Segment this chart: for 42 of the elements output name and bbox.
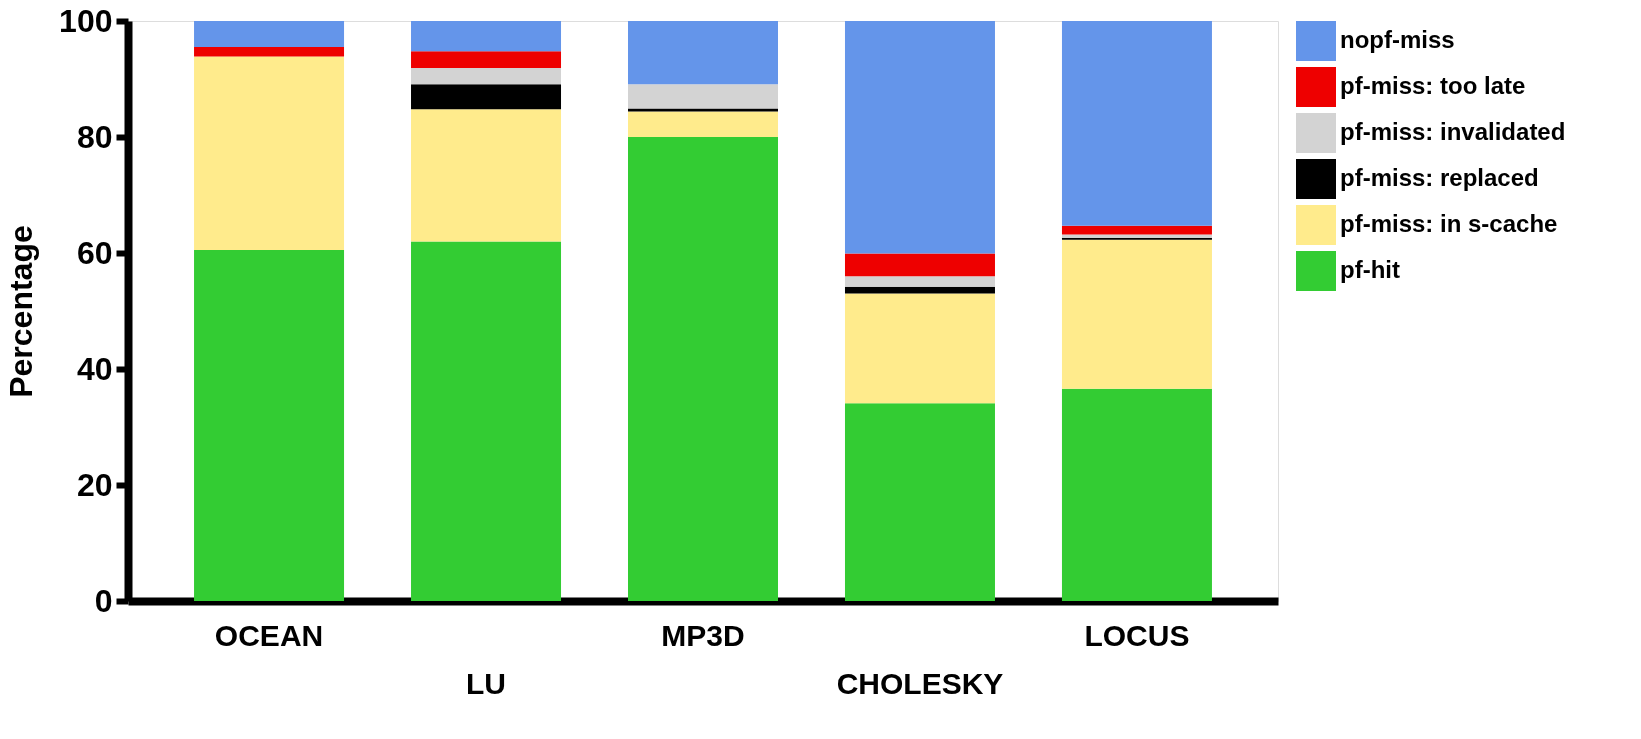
bar (1061, 21, 1212, 226)
bar (844, 403, 995, 601)
y-tick-label: 0 (94, 582, 113, 619)
bar (1061, 388, 1212, 601)
x-tick-label: LOCUS (1084, 618, 1190, 652)
bar (194, 56, 345, 251)
bar (844, 21, 995, 254)
y-tick-label: 60 (76, 234, 113, 271)
bar (628, 111, 778, 137)
y-tick-label: 80 (76, 118, 113, 155)
y-tick-label: 100 (59, 2, 113, 39)
x-tick-label: CHOLESKY (836, 666, 1004, 700)
bar (628, 84, 778, 109)
bar (1061, 225, 1212, 235)
bar (194, 250, 345, 601)
legend-label: pf-miss: too late (1340, 72, 1526, 99)
bar (844, 293, 995, 404)
bar (411, 21, 562, 52)
bar (411, 51, 562, 68)
legend-label: pf-miss: replaced (1340, 164, 1539, 191)
bar (628, 21, 778, 85)
bar (411, 109, 562, 242)
bar (411, 241, 562, 601)
bar (194, 21, 345, 48)
bar (628, 137, 778, 601)
legend-label: pf-hit (1340, 256, 1400, 283)
y-tick-label: 20 (76, 466, 113, 503)
legend-label: pf-miss: invalidated (1340, 118, 1566, 145)
x-tick-label: MP3D (661, 618, 745, 652)
bar (411, 84, 562, 110)
y-tick-label: 40 (76, 350, 113, 387)
legend-label: pf-miss: in s-cache (1340, 210, 1558, 237)
x-tick-label: OCEAN (214, 618, 324, 652)
bar (844, 286, 995, 294)
bar (844, 276, 995, 287)
bar (411, 67, 562, 85)
bar (1061, 239, 1212, 389)
x-tick-label: LU (466, 666, 507, 700)
bar (194, 47, 345, 57)
legend-label: nopf-miss (1340, 26, 1455, 53)
y-axis-title: Percentage (3, 225, 40, 398)
bar (844, 253, 995, 277)
